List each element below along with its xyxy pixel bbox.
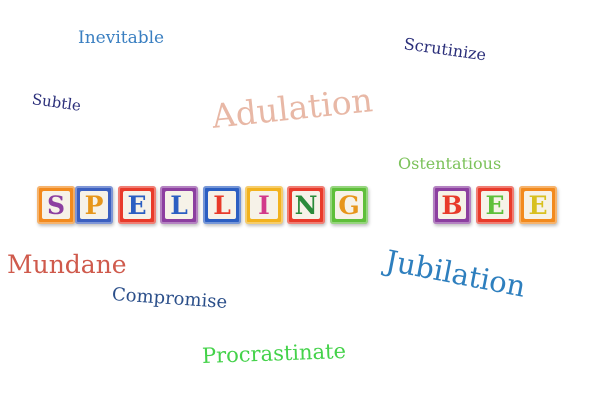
letter-block: N xyxy=(287,186,325,224)
letter-block: S xyxy=(37,186,75,224)
letter-block: L xyxy=(203,186,241,224)
block-letter: L xyxy=(213,190,231,220)
letter-block: L xyxy=(160,186,198,224)
block-letter: N xyxy=(294,190,318,220)
block-letter: E xyxy=(127,190,147,220)
word-mundane: Mundane xyxy=(7,250,127,279)
block-letter: E xyxy=(528,190,548,220)
word-subtle: Subtle xyxy=(30,90,83,115)
letter-block: I xyxy=(245,186,283,224)
letter-block: B xyxy=(433,186,471,224)
block-letter: L xyxy=(170,190,188,220)
word-compromise: Compromise xyxy=(111,284,228,314)
word-scrutinize: Scrutinize xyxy=(402,34,488,65)
word-ostentatious: Ostentatious xyxy=(398,154,502,173)
letter-block: P xyxy=(75,186,113,224)
letter-block: E xyxy=(476,186,514,224)
letter-block: G xyxy=(330,186,368,224)
word-procrastinate: Procrastinate xyxy=(201,338,347,368)
block-letter: P xyxy=(84,190,104,220)
block-letter: S xyxy=(46,190,66,220)
word-adulation: Adulation xyxy=(209,80,375,136)
block-letter: G xyxy=(338,190,360,220)
letter-block: E xyxy=(519,186,557,224)
block-letter: E xyxy=(485,190,505,220)
word-inevitable: Inevitable xyxy=(78,28,165,48)
block-letter: I xyxy=(258,190,270,220)
letter-block: E xyxy=(118,186,156,224)
block-letter: B xyxy=(441,190,463,220)
word-jubilation: Jubilation xyxy=(382,243,529,304)
